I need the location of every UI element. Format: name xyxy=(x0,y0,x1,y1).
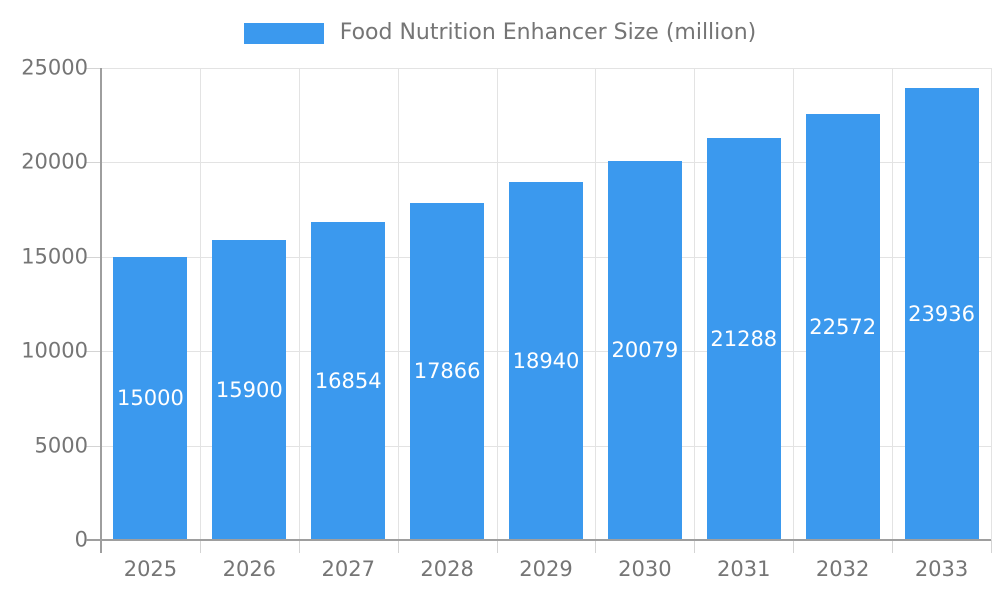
x-tick xyxy=(199,540,201,553)
bar-value-label: 15900 xyxy=(215,377,283,402)
x-tick-label: 2033 xyxy=(914,557,969,581)
x-tick-label: 2026 xyxy=(222,557,277,581)
x-tick-label: 2032 xyxy=(815,557,870,581)
v-gridline xyxy=(892,68,894,540)
x-tick-label: 2029 xyxy=(519,557,573,581)
bar-value-label: 18940 xyxy=(512,349,580,374)
bar xyxy=(509,182,583,540)
bar-value-label: 23936 xyxy=(908,302,975,327)
v-gridline xyxy=(793,68,795,540)
bar-value-label: 15000 xyxy=(117,386,184,411)
v-gridline xyxy=(298,68,300,540)
x-tick xyxy=(595,540,597,553)
bar xyxy=(410,202,485,540)
y-tick xyxy=(86,445,101,447)
v-gridline xyxy=(199,68,201,540)
y-tick xyxy=(86,256,101,258)
y-tick-label: 25000 xyxy=(21,55,88,80)
bar xyxy=(311,221,386,540)
y-tick xyxy=(86,351,101,353)
bar-value-label: 22572 xyxy=(809,314,877,339)
bar-value-label: 16854 xyxy=(314,368,382,393)
bar-value-label: 20079 xyxy=(611,338,679,363)
bar xyxy=(607,160,682,540)
x-tick xyxy=(892,540,894,553)
y-tick-label: 10000 xyxy=(21,338,88,363)
y-tick-label: 5000 xyxy=(34,433,88,458)
y-tick-label: 20000 xyxy=(21,149,88,174)
y-tick xyxy=(86,68,101,69)
v-gridline xyxy=(595,68,597,540)
legend-label: Food Nutrition Enhancer Size (million) xyxy=(339,20,757,45)
legend: Food Nutrition Enhancer Size (million) xyxy=(0,21,1000,45)
y-tick-label: 15000 xyxy=(21,244,88,269)
y-axis-line xyxy=(100,68,102,553)
v-gridline xyxy=(694,68,696,540)
bar xyxy=(904,88,979,540)
x-tick-label: 2028 xyxy=(420,557,474,581)
x-tick xyxy=(694,540,696,553)
bar xyxy=(805,113,880,540)
y-tick-label: 0 xyxy=(74,527,88,552)
x-tick-label: 2025 xyxy=(123,557,178,581)
x-tick xyxy=(496,540,498,553)
x-tick-label: 2027 xyxy=(321,557,375,581)
x-tick xyxy=(793,540,795,553)
x-tick-label: 2031 xyxy=(717,557,771,581)
legend-swatch xyxy=(243,22,324,44)
h-gridline xyxy=(101,162,991,164)
x-tick xyxy=(397,540,399,553)
h-gridline xyxy=(101,68,991,69)
bar xyxy=(706,138,781,540)
v-gridline xyxy=(397,68,399,540)
v-gridline xyxy=(991,68,992,540)
bar-value-label: 21288 xyxy=(710,327,778,352)
y-tick xyxy=(86,162,101,164)
x-tick xyxy=(298,540,300,553)
bar xyxy=(212,239,287,540)
bar-value-label: 17866 xyxy=(413,359,481,384)
x-tick-label: 2030 xyxy=(618,557,672,581)
x-tick xyxy=(991,540,992,553)
bar xyxy=(113,256,188,540)
v-gridline xyxy=(496,68,498,540)
x-axis-line xyxy=(86,539,991,541)
